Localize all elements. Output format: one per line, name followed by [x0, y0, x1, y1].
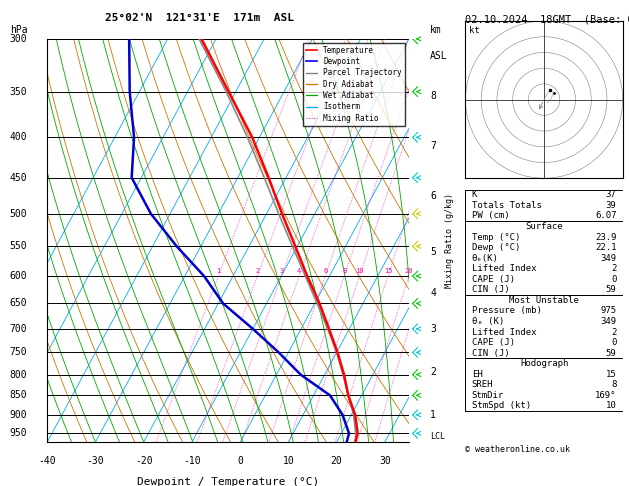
Text: Surface: Surface [525, 222, 563, 231]
Text: Lifted Index: Lifted Index [472, 264, 537, 273]
Text: 59: 59 [606, 348, 616, 358]
Text: 1: 1 [216, 268, 220, 274]
Text: 8: 8 [342, 268, 347, 274]
Text: -40: -40 [38, 456, 56, 467]
Text: 900: 900 [9, 410, 27, 420]
Text: hPa: hPa [9, 25, 27, 35]
Text: -30: -30 [87, 456, 104, 467]
Text: 2: 2 [611, 264, 616, 273]
Text: Totals Totals: Totals Totals [472, 201, 542, 210]
Text: CIN (J): CIN (J) [472, 348, 509, 358]
Text: 2: 2 [255, 268, 259, 274]
Text: 20: 20 [404, 268, 413, 274]
Text: kt: kt [469, 26, 479, 35]
Text: -10: -10 [183, 456, 201, 467]
Text: K: K [472, 191, 477, 199]
Text: 2: 2 [430, 367, 436, 378]
Text: 10: 10 [282, 456, 294, 467]
Text: 23.9: 23.9 [595, 233, 616, 242]
Text: PW (cm): PW (cm) [472, 211, 509, 221]
Text: 15: 15 [606, 370, 616, 379]
Text: 169°: 169° [595, 391, 616, 400]
Text: StmSpd (kt): StmSpd (kt) [472, 401, 531, 411]
Text: 3: 3 [430, 324, 436, 334]
Text: 550: 550 [9, 242, 27, 251]
Text: 800: 800 [9, 369, 27, 380]
Text: 02.10.2024  18GMT  (Base: 00): 02.10.2024 18GMT (Base: 00) [465, 15, 629, 25]
Text: -20: -20 [135, 456, 152, 467]
Text: 5: 5 [430, 247, 436, 258]
Text: 349: 349 [600, 254, 616, 262]
Text: Most Unstable: Most Unstable [509, 296, 579, 305]
Text: 20: 20 [331, 456, 342, 467]
Text: 0: 0 [611, 338, 616, 347]
Text: 300: 300 [9, 34, 27, 44]
Text: θₑ (K): θₑ (K) [472, 317, 504, 326]
Text: SREH: SREH [472, 381, 493, 389]
Text: 500: 500 [9, 208, 27, 219]
Text: Temp (°C): Temp (°C) [472, 233, 520, 242]
Text: CAPE (J): CAPE (J) [472, 275, 515, 284]
Text: 2: 2 [611, 328, 616, 337]
Text: 8: 8 [430, 91, 436, 102]
Text: CIN (J): CIN (J) [472, 285, 509, 295]
Text: Dewp (°C): Dewp (°C) [472, 243, 520, 252]
Text: 22.1: 22.1 [595, 243, 616, 252]
Text: Pressure (mb): Pressure (mb) [472, 307, 542, 315]
Text: km: km [430, 25, 442, 35]
Text: ASL: ASL [430, 51, 448, 61]
Text: 600: 600 [9, 271, 27, 281]
Text: 3: 3 [279, 268, 284, 274]
Text: 975: 975 [600, 307, 616, 315]
Text: 450: 450 [9, 173, 27, 183]
Text: 6: 6 [430, 191, 436, 201]
Text: 350: 350 [9, 87, 27, 97]
Text: 650: 650 [9, 298, 27, 309]
Text: Dewpoint / Temperature (°C): Dewpoint / Temperature (°C) [137, 477, 319, 486]
Text: Lifted Index: Lifted Index [472, 328, 537, 337]
Text: 4: 4 [297, 268, 301, 274]
Text: 30: 30 [379, 456, 391, 467]
Text: 15: 15 [384, 268, 392, 274]
Text: 6: 6 [323, 268, 327, 274]
Text: 400: 400 [9, 132, 27, 142]
Text: 1: 1 [430, 410, 436, 420]
Text: 39: 39 [606, 201, 616, 210]
Text: 950: 950 [9, 428, 27, 438]
Text: 59: 59 [606, 285, 616, 295]
Text: 10: 10 [606, 401, 616, 411]
Text: 850: 850 [9, 390, 27, 400]
Text: 0: 0 [611, 275, 616, 284]
Text: 25°02'N  121°31'E  171m  ASL: 25°02'N 121°31'E 171m ASL [104, 13, 294, 23]
Text: Hodograph: Hodograph [520, 359, 568, 368]
Text: EH: EH [472, 370, 482, 379]
Text: Mixing Ratio (g/kg): Mixing Ratio (g/kg) [445, 193, 454, 288]
Text: θₑ(K): θₑ(K) [472, 254, 499, 262]
Text: 8: 8 [611, 381, 616, 389]
Legend: Temperature, Dewpoint, Parcel Trajectory, Dry Adiabat, Wet Adiabat, Isotherm, Mi: Temperature, Dewpoint, Parcel Trajectory… [303, 43, 405, 125]
Text: 4: 4 [430, 288, 436, 298]
Text: © weatheronline.co.uk: © weatheronline.co.uk [465, 445, 571, 454]
Text: CAPE (J): CAPE (J) [472, 338, 515, 347]
Text: 10: 10 [355, 268, 364, 274]
Text: LCL: LCL [430, 433, 445, 441]
Text: 37: 37 [606, 191, 616, 199]
Text: StmDir: StmDir [472, 391, 504, 400]
Text: 349: 349 [600, 317, 616, 326]
Text: 750: 750 [9, 347, 27, 358]
Text: 700: 700 [9, 324, 27, 334]
Text: 0: 0 [237, 456, 243, 467]
Text: 6.07: 6.07 [595, 211, 616, 221]
Text: 7: 7 [430, 141, 436, 151]
